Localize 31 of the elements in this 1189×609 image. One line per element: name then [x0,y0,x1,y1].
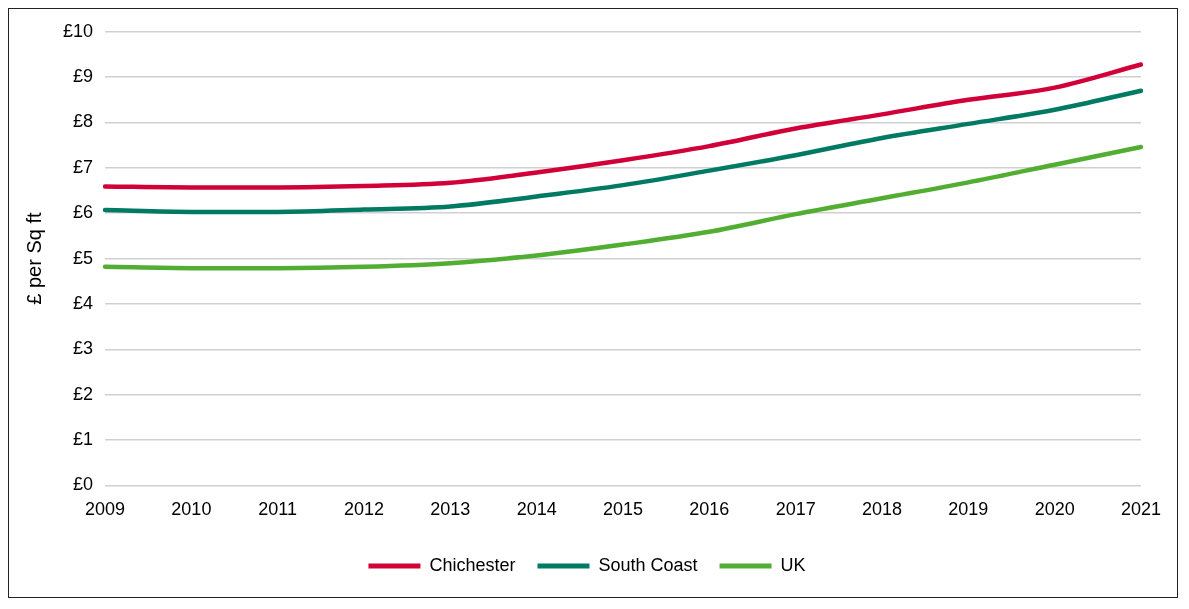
y-tick-label: £9 [73,66,94,87]
y-tick-label: £2 [73,383,94,404]
x-tick-label: 2021 [1120,499,1161,520]
x-tick-label: 2020 [1034,499,1075,520]
y-tick-label: £8 [73,111,94,132]
x-tick-label: 2009 [85,499,126,520]
x-tick-label: 2018 [861,499,903,520]
y-tick-label: £5 [73,247,94,268]
x-tick-label: 2012 [344,499,385,520]
y-tick-label: £1 [73,429,94,450]
x-tick-label: 2010 [171,499,212,520]
line-series [102,62,1144,190]
y-tick-label: £7 [73,156,94,177]
x-tick-label: 2016 [689,499,730,520]
y-tick-label: £3 [73,338,94,359]
y-axis-title: £ per Sq ft [22,212,45,305]
line-series [102,144,1144,271]
line-series [102,88,1144,215]
y-tick-label: £0 [73,474,94,495]
x-tick-label: 2019 [948,499,989,520]
y-tick-label: £6 [73,202,94,223]
x-tick-label: 2011 [258,499,298,520]
y-tick-label: £10 [62,20,94,41]
x-tick-label: 2013 [430,499,471,520]
legend-label: South Coast [598,554,698,575]
x-tick-label: 2017 [775,499,816,520]
legend-label: Chichester [429,554,516,575]
legend-label: UK [780,554,806,575]
y-tick-label: £4 [73,292,94,313]
x-tick-label: 2014 [516,499,557,520]
x-tick-label: 2015 [602,499,644,520]
